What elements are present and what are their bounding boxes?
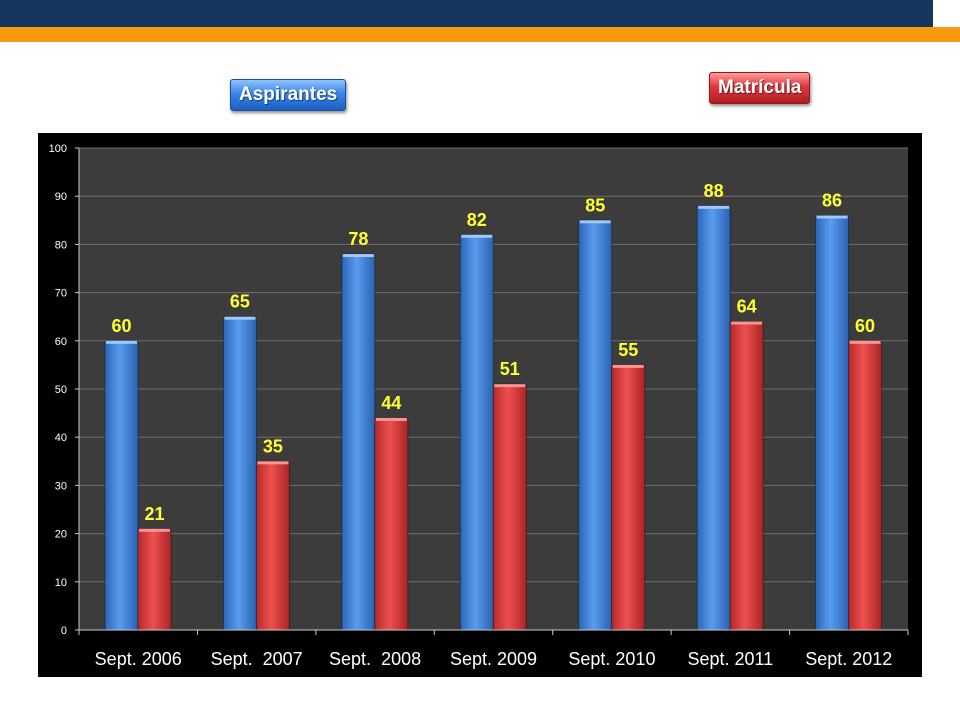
bar-cap-aspirantes — [106, 340, 137, 344]
data-label-matricula: 51 — [500, 359, 520, 379]
bar-cap-matricula — [139, 528, 170, 532]
data-label-aspirantes: 85 — [585, 195, 605, 215]
bar-aspirantes — [815, 214, 850, 631]
bar-aspirantes — [341, 253, 376, 631]
data-label-aspirantes: 82 — [467, 210, 487, 230]
bar-cap-matricula — [731, 321, 763, 325]
y-tick-label: 60 — [55, 336, 67, 348]
bar-chart: 60 65 78 82 85 88 86 21 35 44 51 55 64 60 0 10 20 30 40 50… — [49, 143, 909, 669]
y-tick-label: 0 — [61, 625, 67, 637]
y-tick-label: 20 — [55, 529, 67, 541]
bar-aspirantes — [696, 205, 731, 631]
bar-matricula — [137, 528, 172, 631]
bar-cap-aspirantes — [816, 215, 848, 219]
x-tick-label: Sept. 2010 — [568, 649, 655, 669]
data-label-aspirantes: 78 — [348, 229, 368, 249]
header-bar-orange — [0, 27, 960, 42]
x-tick-label: Sept. 2006 — [95, 649, 182, 669]
bar-matricula — [848, 340, 883, 631]
bar-cap-aspirantes — [224, 316, 256, 320]
bar-aspirantes — [222, 316, 257, 631]
data-label-matricula: 55 — [618, 340, 638, 360]
data-label-aspirantes: 88 — [704, 181, 724, 201]
header-bar-navy — [0, 0, 933, 27]
y-tick-label: 100 — [49, 143, 67, 155]
data-label-matricula: 44 — [381, 393, 401, 413]
x-tick-label: Sept. 2007 — [211, 649, 303, 669]
y-tick-label: 30 — [55, 480, 67, 492]
legend-aspirantes: Aspirantes — [230, 79, 347, 111]
data-label-aspirantes: 60 — [111, 316, 131, 336]
x-tick-label: Sept. 2008 — [329, 649, 421, 669]
data-label-matricula: 64 — [737, 297, 757, 317]
bar-cap-aspirantes — [579, 220, 611, 224]
y-tick-label: 80 — [55, 239, 67, 251]
data-label-matricula: 60 — [855, 316, 875, 336]
data-label-matricula: 35 — [263, 436, 283, 456]
y-tick-label: 50 — [55, 384, 67, 396]
legend-matricula: Matrícula — [709, 72, 811, 104]
bar-aspirantes — [104, 340, 139, 631]
y-tick-label: 10 — [55, 577, 67, 589]
bar-matricula — [374, 417, 409, 631]
bar-aspirantes — [578, 219, 613, 631]
y-tick-label: 90 — [55, 191, 67, 203]
data-label-aspirantes: 65 — [230, 292, 250, 312]
bar-cap-matricula — [257, 461, 289, 465]
x-tick-label: Sept. 2011 — [687, 649, 773, 669]
chart-container: 60 65 78 82 85 88 86 21 35 44 51 55 64 60 0 10 20 30 40 50… — [38, 133, 922, 677]
bar-cap-aspirantes — [698, 205, 730, 209]
bar-cap-aspirantes — [461, 234, 493, 238]
bar-cap-matricula — [849, 340, 881, 344]
bar-matricula — [255, 460, 290, 631]
bar-cap-matricula — [612, 364, 644, 368]
bar-cap-matricula — [375, 417, 407, 421]
bar-matricula — [729, 321, 764, 631]
x-tick-label: Sept. 2009 — [450, 649, 537, 669]
bar-matricula — [611, 364, 646, 631]
data-label-aspirantes: 86 — [822, 190, 842, 210]
bar-aspirantes — [459, 234, 494, 631]
data-label-matricula: 21 — [144, 504, 164, 524]
y-tick-label: 70 — [55, 288, 67, 300]
x-tick-label: Sept. 2012 — [805, 649, 892, 669]
bar-cap-aspirantes — [342, 254, 374, 258]
y-tick-label: 40 — [55, 432, 67, 444]
bar-cap-matricula — [494, 384, 526, 388]
bar-matricula — [492, 383, 527, 631]
